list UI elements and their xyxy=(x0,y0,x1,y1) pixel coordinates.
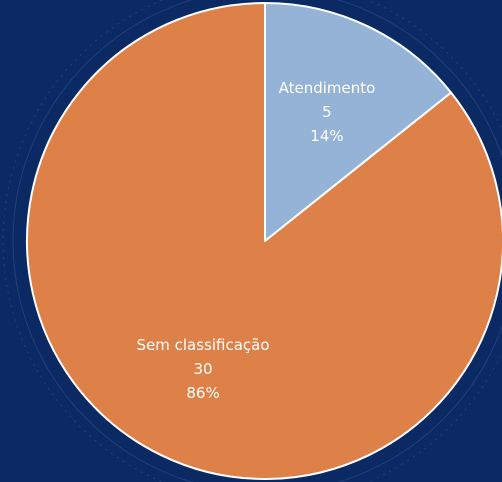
slice-category-label: Sem classificação xyxy=(137,336,270,354)
pie-slice xyxy=(26,2,502,480)
slice-value-label: 5 xyxy=(322,103,332,121)
pie xyxy=(26,2,502,480)
slice-percent-label: 14% xyxy=(310,127,343,145)
slice-percent-label: 86% xyxy=(186,384,219,402)
slice-category-label: Atendimento xyxy=(279,79,376,97)
slice-value-label: 30 xyxy=(193,360,212,378)
pie-slice xyxy=(264,2,453,242)
labels: Atendimento 5 14% Sem classificação 30 86% xyxy=(137,79,376,402)
